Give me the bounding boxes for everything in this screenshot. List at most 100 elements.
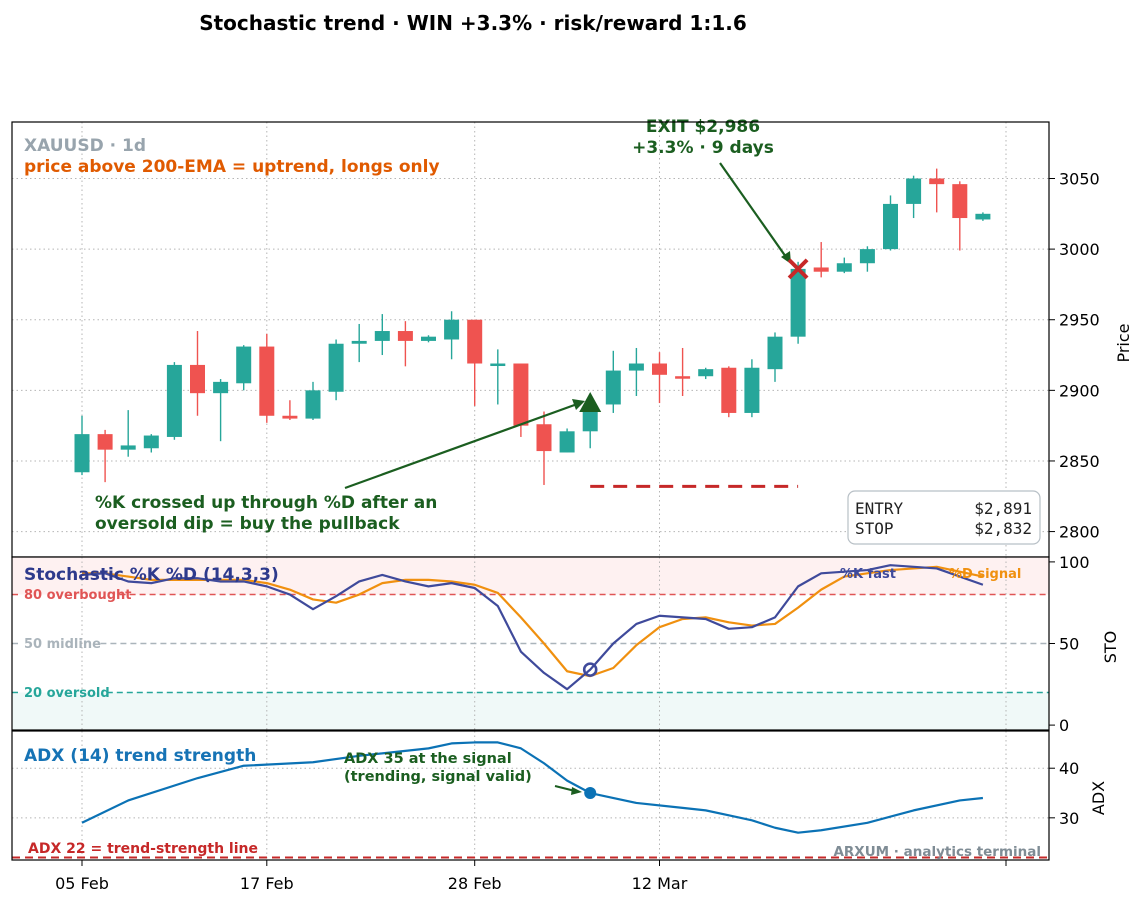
d-line (82, 565, 984, 678)
candle-body (767, 336, 783, 370)
level-label: 80 overbought (24, 588, 132, 603)
adx-y-ticks: 30 40 (1049, 759, 1079, 828)
adx-note-line-2: (trending, signal valid) (344, 769, 532, 785)
candle-body (213, 381, 229, 394)
y-tick-label: 30 (1059, 809, 1079, 828)
candle-body (351, 340, 367, 344)
stochastic-signal-marker (582, 662, 598, 677)
exit-label-line-1: EXIT $2,986 (646, 117, 760, 137)
x-tick-label: 05 Feb (55, 874, 109, 893)
candle-body (120, 445, 136, 450)
candle-body (952, 184, 968, 219)
entry-arrowhead (572, 399, 585, 410)
y-tick-label: 2950 (1059, 311, 1100, 330)
d-legend: %D signal (949, 567, 1021, 582)
y-tick-label: 2800 (1059, 523, 1100, 542)
k-legend: %K fast (840, 567, 896, 582)
figure-title: Stochastic trend · WIN +3.3% · risk/rewa… (199, 11, 747, 35)
adx-panel-frame (11, 730, 1050, 861)
adx-signal-marker (584, 787, 597, 800)
candle-body (559, 431, 575, 453)
exit-cross-stroke (787, 258, 809, 280)
candle-body (721, 367, 737, 413)
stochastic-title: Stochastic %K %D (14,3,3) (24, 565, 279, 585)
trend-rule-label: price above 200-EMA = uptrend, longs onl… (24, 157, 440, 177)
candle-body (190, 364, 205, 394)
price-candles (74, 168, 991, 485)
candle-body (282, 415, 298, 419)
candle-body (467, 319, 483, 364)
entry-arrow (344, 401, 581, 490)
y-tick-label: 0 (1059, 716, 1069, 735)
exit-label-line-2: +3.3% · 9 days (632, 138, 774, 158)
adx-title: ADX (14) trend strength (24, 746, 256, 766)
adx-note-arrowhead (571, 787, 582, 795)
candle-body (97, 434, 113, 450)
adx-level-label: ADX 22 = trend-strength line (28, 841, 258, 857)
candle-body (906, 178, 922, 204)
x-tick-label: 12 Mar (632, 874, 688, 893)
entry-note-line-2: oversold dip = buy the pullback (95, 514, 400, 534)
candle-body (929, 178, 945, 185)
x-axis-ticks: 05 Feb 17 Feb 28 Feb 12 Mar (55, 860, 1007, 893)
exit-marker (787, 258, 809, 280)
k-line (81, 564, 984, 691)
candle-body (259, 346, 275, 416)
adx-panel: ADX (14) trend strength ADX 35 at the si… (11, 730, 1108, 861)
candle-body (513, 363, 529, 426)
stochastic-panel: 80 overbought 50 midline 20 oversold Stoch… (11, 553, 1120, 735)
candle-body (883, 203, 898, 250)
candle-body (536, 424, 552, 452)
price-y-label: Price (1114, 323, 1133, 362)
candle-body (74, 434, 90, 473)
y-tick-label: 50 (1059, 635, 1079, 654)
stochastic-levels: 80 overbought 50 midline 20 oversold (12, 588, 1049, 701)
candle-body (444, 319, 460, 340)
adx-lines (81, 741, 984, 834)
x-tick-label: 17 Feb (240, 874, 294, 893)
entry-note-line-1: %K crossed up through %D after an (95, 493, 437, 513)
y-tick-label: 40 (1059, 759, 1079, 778)
candle-body (397, 331, 413, 341)
adx-y-label: ADX (1089, 781, 1108, 815)
adx-note-line-1: ADX 35 at the signal (344, 751, 512, 767)
box-entry-value: $2,891 (974, 499, 1032, 518)
candle-body (374, 331, 390, 341)
candle-body (836, 263, 852, 272)
candle-body (744, 367, 760, 413)
oversold-zone (12, 692, 1049, 730)
candle-body (236, 346, 252, 384)
exit-arrow (719, 162, 787, 258)
y-tick-label: 2850 (1059, 452, 1100, 471)
candle-body (652, 363, 667, 375)
trade-summary-box (847, 490, 1041, 545)
candle-body (790, 268, 806, 337)
candle-body (605, 370, 621, 405)
price-y-ticks: 2800 2850 2900 2950 3000 3050 (1049, 169, 1100, 542)
box-stop-label: STOP (855, 519, 894, 538)
candle-body (813, 267, 829, 272)
candle-body (859, 249, 875, 264)
x-tick-label: 28 Feb (448, 874, 502, 893)
candle-body (421, 336, 436, 341)
candle-body (143, 435, 159, 449)
stochastic-lines (81, 564, 984, 691)
y-tick-label: 3000 (1059, 240, 1100, 259)
candle-body (490, 363, 506, 367)
box-stop-value: $2,832 (974, 519, 1032, 538)
candle-body (698, 369, 714, 377)
y-tick-label: 3050 (1059, 169, 1100, 188)
candle-body (328, 343, 344, 392)
stochastic-y-ticks: 0 50 100 (1049, 553, 1090, 735)
level-label: 20 oversold (24, 686, 110, 701)
y-tick-label: 100 (1059, 553, 1090, 572)
candle-body (166, 364, 182, 437)
adx-grid (12, 731, 1049, 860)
symbol-label: XAUUSD · 1d (24, 136, 146, 156)
candle-body (582, 405, 598, 432)
candle-body (675, 376, 691, 379)
box-entry-label: ENTRY (855, 499, 904, 518)
candle-body (305, 390, 321, 419)
candle-body (975, 213, 991, 220)
